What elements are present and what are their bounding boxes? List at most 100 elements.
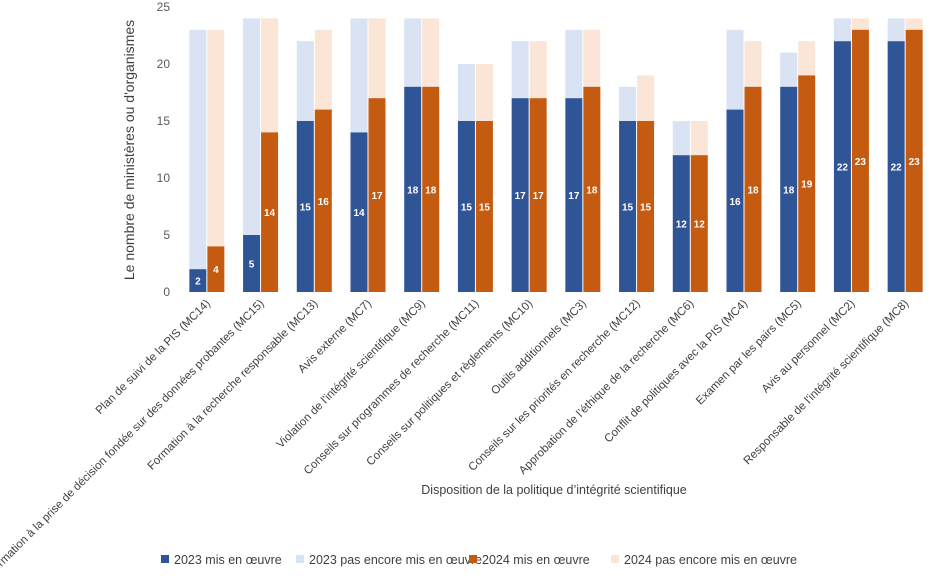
bar-2023-implemented xyxy=(672,155,690,292)
bar-2023-implemented xyxy=(619,121,637,292)
bar-2024-implemented xyxy=(207,246,225,292)
bar-2023-implemented xyxy=(457,121,475,292)
bar-2024-not-implemented xyxy=(207,29,225,247)
y-tick-label: 15 xyxy=(157,114,171,128)
y-tick-label: 10 xyxy=(157,171,171,185)
x-axis-title: Disposition de la politique d’intégrité … xyxy=(421,483,686,497)
data-label-2024: 19 xyxy=(801,180,813,191)
data-label-2023: 17 xyxy=(568,191,580,202)
bar-2023-implemented xyxy=(833,41,851,293)
data-label-2024: 18 xyxy=(425,185,437,196)
bar-2024-implemented xyxy=(314,109,332,292)
bar-2023-implemented xyxy=(780,86,798,292)
bar-2024-not-implemented xyxy=(690,121,708,156)
data-label-2024: 23 xyxy=(855,157,867,168)
data-label-2023: 18 xyxy=(783,185,795,196)
bar-2024-not-implemented xyxy=(261,18,279,133)
x-axis-category-labels: Plan de suivi de la PIS (MC14)Formation … xyxy=(0,298,911,579)
bar-2024-not-implemented xyxy=(368,18,386,99)
bar-2024-not-implemented xyxy=(744,41,762,87)
data-label-2023: 15 xyxy=(461,203,473,214)
bar-2023-implemented xyxy=(189,269,207,292)
bar-2023-not-implemented xyxy=(243,18,261,236)
bar-2023-not-implemented xyxy=(457,64,475,121)
legend-label-2023-pas-encore-mis-en-uvre: 2023 pas encore mis en œuvre xyxy=(309,553,482,567)
data-label-2023: 2 xyxy=(195,277,201,288)
data-label-2023: 12 xyxy=(676,220,688,231)
data-label-2024: 17 xyxy=(371,191,383,202)
data-label-2023: 15 xyxy=(300,203,312,214)
legend-label-2024-pas-encore-mis-en-uvre: 2024 pas encore mis en œuvre xyxy=(624,553,797,567)
data-label-2023: 15 xyxy=(622,203,634,214)
x-tick-label-avis-au-personnel-mc2: Avis au personnel (MC2) xyxy=(760,298,858,396)
bar-2023-not-implemented xyxy=(887,18,905,42)
y-tick-label: 0 xyxy=(163,285,170,299)
bar-2023-not-implemented xyxy=(404,18,422,87)
data-label-2024: 18 xyxy=(747,185,759,196)
data-label-2024: 23 xyxy=(909,157,921,168)
bar-2024-not-implemented xyxy=(314,29,332,110)
data-label-2024: 12 xyxy=(694,220,706,231)
bar-2024-not-implemented xyxy=(583,29,601,87)
bar-2024-implemented xyxy=(529,98,547,292)
y-tick-label: 25 xyxy=(157,0,171,14)
bar-2023-not-implemented xyxy=(189,29,207,270)
legend-swatch-2024-pas-encore-mis-en-uvre xyxy=(611,555,619,563)
data-label-2023: 22 xyxy=(891,163,903,174)
bar-2024-implemented xyxy=(368,98,386,292)
data-label-2023: 16 xyxy=(729,197,741,208)
y-tick-label: 5 xyxy=(163,228,170,242)
legend-swatch-2023-mis-en-uvre xyxy=(161,555,169,563)
bar-2024-implemented xyxy=(798,75,816,293)
legend-label-2023-mis-en-uvre: 2023 mis en œuvre xyxy=(174,553,282,567)
bar-2023-not-implemented xyxy=(619,86,637,121)
x-tick-label-outils-additionnels-mc3: Outils additionnels (MC3) xyxy=(489,298,589,398)
bar-2024-not-implemented xyxy=(905,18,923,30)
bar-2023-not-implemented xyxy=(672,121,690,156)
data-label-2023: 22 xyxy=(837,163,849,174)
bar-2024-not-implemented xyxy=(798,41,816,76)
bar-2023-not-implemented xyxy=(726,29,744,110)
data-label-2024: 16 xyxy=(318,197,330,208)
bar-2023-implemented xyxy=(243,235,261,292)
bar-2023-not-implemented xyxy=(350,18,368,133)
bar-2023-not-implemented xyxy=(296,41,314,122)
legend-swatch-2023-pas-encore-mis-en-uvre xyxy=(296,555,304,563)
legend-label-2024-mis-en-uvre: 2024 mis en œuvre xyxy=(482,553,590,567)
y-axis-title: Le nombre de ministères ou d'organismes xyxy=(121,20,137,280)
data-label-2024: 17 xyxy=(533,191,545,202)
bar-2024-not-implemented xyxy=(637,75,655,121)
bar-2023-implemented xyxy=(350,132,368,292)
bar-2023-implemented xyxy=(296,121,314,292)
bar-2024-implemented xyxy=(583,86,601,292)
bar-2023-implemented xyxy=(887,41,905,293)
bar-2024-implemented xyxy=(475,121,493,292)
data-label-2024: 15 xyxy=(479,203,491,214)
bar-2024-implemented xyxy=(637,121,655,292)
bar-2023-not-implemented xyxy=(833,18,851,42)
bar-2024-not-implemented xyxy=(851,18,869,30)
bar-2023-implemented xyxy=(511,98,529,292)
bar-2023-not-implemented xyxy=(780,52,798,87)
data-label-2024: 4 xyxy=(213,265,219,276)
bar-2023-not-implemented xyxy=(511,41,529,99)
x-tick-label-formation-a-la-prise-de-decision-fondee-sur-des-donnees-probantes-mc15: Formation à la prise de décision fondée … xyxy=(0,298,267,579)
data-label-2023: 17 xyxy=(515,191,527,202)
bar-2024-implemented xyxy=(422,86,440,292)
y-tick-label: 20 xyxy=(157,57,171,71)
bar-2024-implemented xyxy=(690,155,708,292)
data-label-2023: 5 xyxy=(249,260,255,271)
y-axis-ticks: 0 5 10 15 20 25 xyxy=(157,0,171,299)
bar-2023-not-implemented xyxy=(565,29,583,99)
x-tick-label-plan-de-suivi-de-la-pis-mc14: Plan de suivi de la PIS (MC14) xyxy=(94,298,213,417)
bar-2024-implemented xyxy=(905,29,923,293)
bar-2024-not-implemented xyxy=(529,41,547,99)
bar-2024-not-implemented xyxy=(422,18,440,87)
legend: 2023 mis en œuvre 2023 pas encore mis en … xyxy=(161,553,797,567)
bar-2024-not-implemented xyxy=(475,64,493,121)
bar-2023-implemented xyxy=(404,86,422,292)
bar-2024-implemented xyxy=(261,132,279,292)
bar-2023-implemented xyxy=(565,98,583,292)
data-label-2023: 18 xyxy=(407,185,419,196)
data-label-2024: 14 xyxy=(264,208,276,219)
